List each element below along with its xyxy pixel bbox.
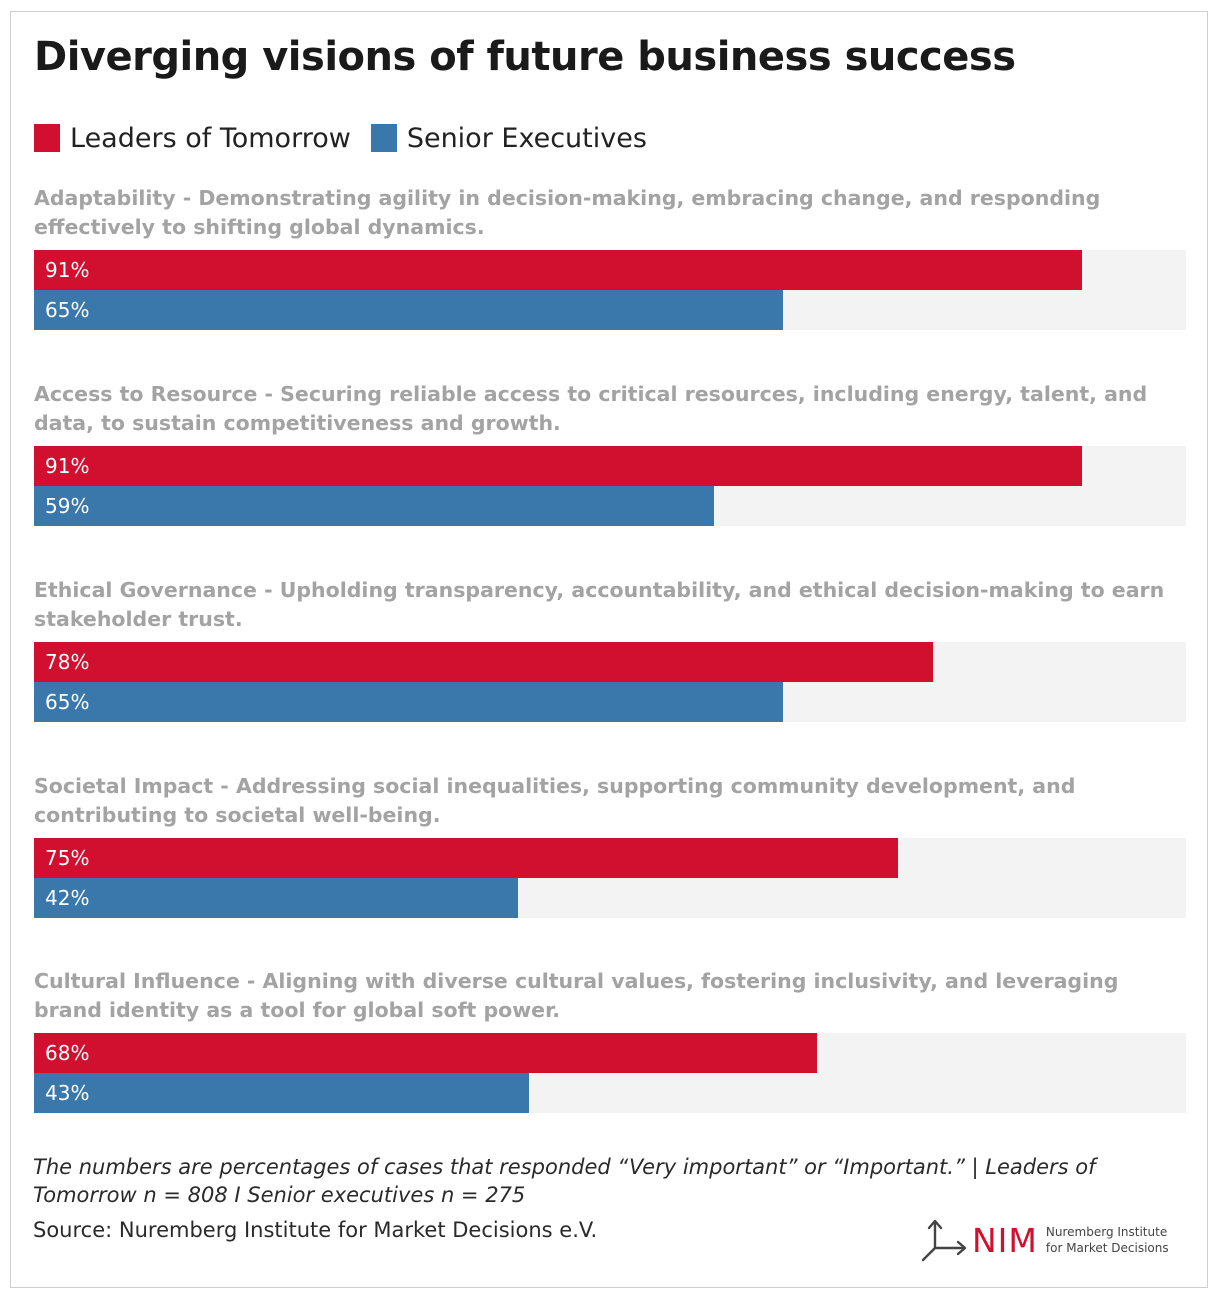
legend-item-executives: Senior Executives bbox=[370, 122, 647, 154]
bar-value-label: 59% bbox=[45, 494, 90, 518]
bar-leaders: 68% bbox=[34, 1033, 817, 1073]
bar-value-label: 65% bbox=[45, 690, 90, 714]
bar-leaders: 91% bbox=[34, 250, 1082, 290]
category-label: Access to Resource - Securing reliable a… bbox=[34, 382, 1148, 435]
bar-executives: 65% bbox=[34, 682, 783, 722]
nim-logo: NIM Nuremberg Institute for Market Decis… bbox=[920, 1216, 1169, 1264]
chart-title: Diverging visions of future business suc… bbox=[34, 34, 1016, 80]
source-line: Source: Nuremberg Institute for Market D… bbox=[33, 1218, 598, 1242]
bar-leaders: 78% bbox=[34, 642, 933, 682]
legend: Leaders of Tomorrow Senior Executives bbox=[34, 120, 647, 156]
bar-leaders: 91% bbox=[34, 446, 1082, 486]
bar-value-label: 42% bbox=[45, 886, 90, 910]
bar-value-label: 91% bbox=[45, 454, 90, 478]
bar-value-label: 75% bbox=[45, 846, 90, 870]
bar-value-label: 78% bbox=[45, 650, 90, 674]
logo-line-1: Nuremberg Institute bbox=[1045, 1225, 1168, 1239]
bar-executives: 65% bbox=[34, 290, 783, 330]
arrow-split-icon bbox=[921, 1219, 967, 1262]
logo-line-2: for Market Decisions bbox=[1045, 1241, 1169, 1255]
footnote: The numbers are percentages of cases tha… bbox=[33, 1155, 1096, 1207]
bar-track: 68% 43% bbox=[34, 1033, 1186, 1113]
bar-value-label: 91% bbox=[45, 258, 90, 282]
legend-label-leaders: Leaders of Tomorrow bbox=[70, 122, 351, 154]
category-label: Adaptability - Demonstrating agility in … bbox=[34, 186, 1101, 239]
bar-leaders: 75% bbox=[34, 838, 898, 878]
category-label: Societal Impact - Addressing social ineq… bbox=[34, 774, 1076, 827]
bar-track: 75% 42% bbox=[34, 838, 1186, 918]
legend-label-executives: Senior Executives bbox=[406, 122, 647, 154]
bar-executives: 43% bbox=[34, 1073, 529, 1113]
bar-value-label: 65% bbox=[45, 298, 90, 322]
category-label: Ethical Governance - Upholding transpare… bbox=[34, 578, 1165, 631]
category-label: Cultural Influence - Aligning with diver… bbox=[34, 969, 1119, 1022]
legend-item-leaders: Leaders of Tomorrow bbox=[34, 123, 351, 154]
bar-track: 91% 65% bbox=[34, 250, 1186, 330]
legend-swatch-leaders bbox=[34, 124, 60, 152]
bar-value-label: 68% bbox=[45, 1041, 90, 1065]
bar-track: 91% 59% bbox=[34, 446, 1186, 526]
bar-executives: 59% bbox=[34, 486, 714, 526]
logo-mark: NIM bbox=[972, 1220, 1038, 1260]
logo-text: Nuremberg Institute for Market Decisions bbox=[1046, 1224, 1169, 1256]
bar-value-label: 43% bbox=[45, 1081, 90, 1105]
bar-executives: 42% bbox=[34, 878, 518, 918]
bar-track: 78% 65% bbox=[34, 642, 1186, 722]
legend-swatch-executives bbox=[370, 124, 397, 152]
